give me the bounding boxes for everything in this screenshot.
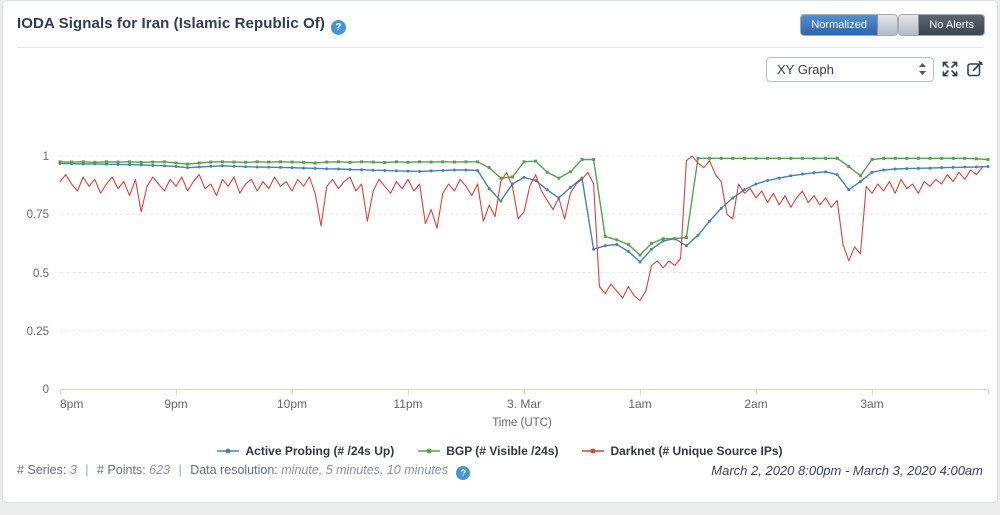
legend-item-active-probing[interactable]: Active Probing (# /24s Up) bbox=[217, 444, 394, 458]
chart-info-bar: # Series: 3 | # Points: 623 | Data resol… bbox=[17, 463, 471, 480]
x-axis-label: 3. Mar bbox=[507, 397, 541, 411]
edit-icon[interactable] bbox=[966, 60, 984, 78]
x-axis-label: 1am bbox=[628, 397, 651, 411]
y-axis-label: 0.75 bbox=[27, 209, 49, 221]
chart-legend: Active Probing (# /24s Up) BGP (# Visibl… bbox=[3, 442, 997, 460]
normalized-toggle-label: Normalized bbox=[801, 15, 877, 35]
x-axis-label: 9pm bbox=[164, 397, 187, 411]
no-alerts-toggle[interactable]: No Alerts bbox=[899, 15, 984, 35]
x-axis-label: 10pm bbox=[277, 397, 307, 411]
separator: | bbox=[178, 463, 182, 477]
x-axis-label: 8pm bbox=[60, 397, 83, 411]
points-count-label: # Points: bbox=[97, 463, 146, 477]
y-axis-label: 0 bbox=[43, 384, 49, 396]
resolution-value: minute, 5 minutes, 10 minutes bbox=[281, 463, 448, 477]
page-title-text: IODA Signals for Iran (Islamic Republic … bbox=[17, 15, 325, 32]
legend-label: BGP (# Visible /24s) bbox=[446, 444, 559, 458]
x-axis-label: 2am bbox=[744, 397, 767, 411]
legend-line-dot-icon bbox=[582, 448, 605, 454]
header-divider bbox=[17, 47, 983, 48]
expand-icon[interactable] bbox=[941, 60, 959, 78]
time-series-chart[interactable]: 1 0.75 0.5 0.25 0 8pm 9pm 10pm 11pm 3. M… bbox=[3, 1, 997, 515]
points-count-value: 623 bbox=[149, 463, 170, 477]
chart-gridlines bbox=[60, 155, 988, 332]
graph-type-select[interactable]: XY Graph bbox=[766, 57, 934, 82]
resolution-label: Data resolution: bbox=[190, 463, 278, 477]
series-count-value: 3 bbox=[69, 463, 77, 477]
no-alerts-toggle-label: No Alerts bbox=[919, 15, 984, 35]
x-axis-label: 11pm bbox=[393, 397, 422, 411]
toggle-knob bbox=[899, 15, 920, 35]
series-count-label: # Series: bbox=[17, 463, 67, 477]
normalized-toggle[interactable]: Normalized bbox=[801, 15, 897, 35]
legend-label: Darknet (# Unique Source IPs) bbox=[610, 444, 783, 458]
x-axis-title: Time (UTC) bbox=[492, 417, 552, 429]
title-help-icon[interactable]: ? bbox=[330, 20, 346, 35]
header: IODA Signals for Iran (Islamic Republic … bbox=[3, 1, 997, 47]
legend-label: Active Probing (# /24s Up) bbox=[245, 444, 395, 458]
page-title: IODA Signals for Iran (Islamic Republic … bbox=[17, 15, 346, 35]
date-range: March 2, 2020 8:00pm - March 3, 2020 4:0… bbox=[711, 463, 983, 478]
y-axis-label: 0.25 bbox=[27, 326, 49, 338]
y-axis-label: 0.5 bbox=[33, 268, 49, 280]
chart-series bbox=[58, 155, 990, 302]
legend-line-dot-icon bbox=[418, 448, 441, 454]
legend-item-darknet[interactable]: Darknet (# Unique Source IPs) bbox=[582, 444, 783, 458]
chart-axis bbox=[60, 389, 989, 395]
resolution-help-icon[interactable]: ? bbox=[456, 466, 471, 480]
legend-item-bgp[interactable]: BGP (# Visible /24s) bbox=[418, 444, 558, 458]
y-axis-label: 1 bbox=[43, 151, 49, 163]
toggle-knob bbox=[877, 15, 897, 35]
x-axis-label: 3am bbox=[860, 397, 883, 411]
ioda-signals-card: IODA Signals for Iran (Islamic Republic … bbox=[2, 0, 998, 503]
separator: | bbox=[85, 463, 89, 477]
legend-line-dot-icon bbox=[217, 448, 240, 454]
